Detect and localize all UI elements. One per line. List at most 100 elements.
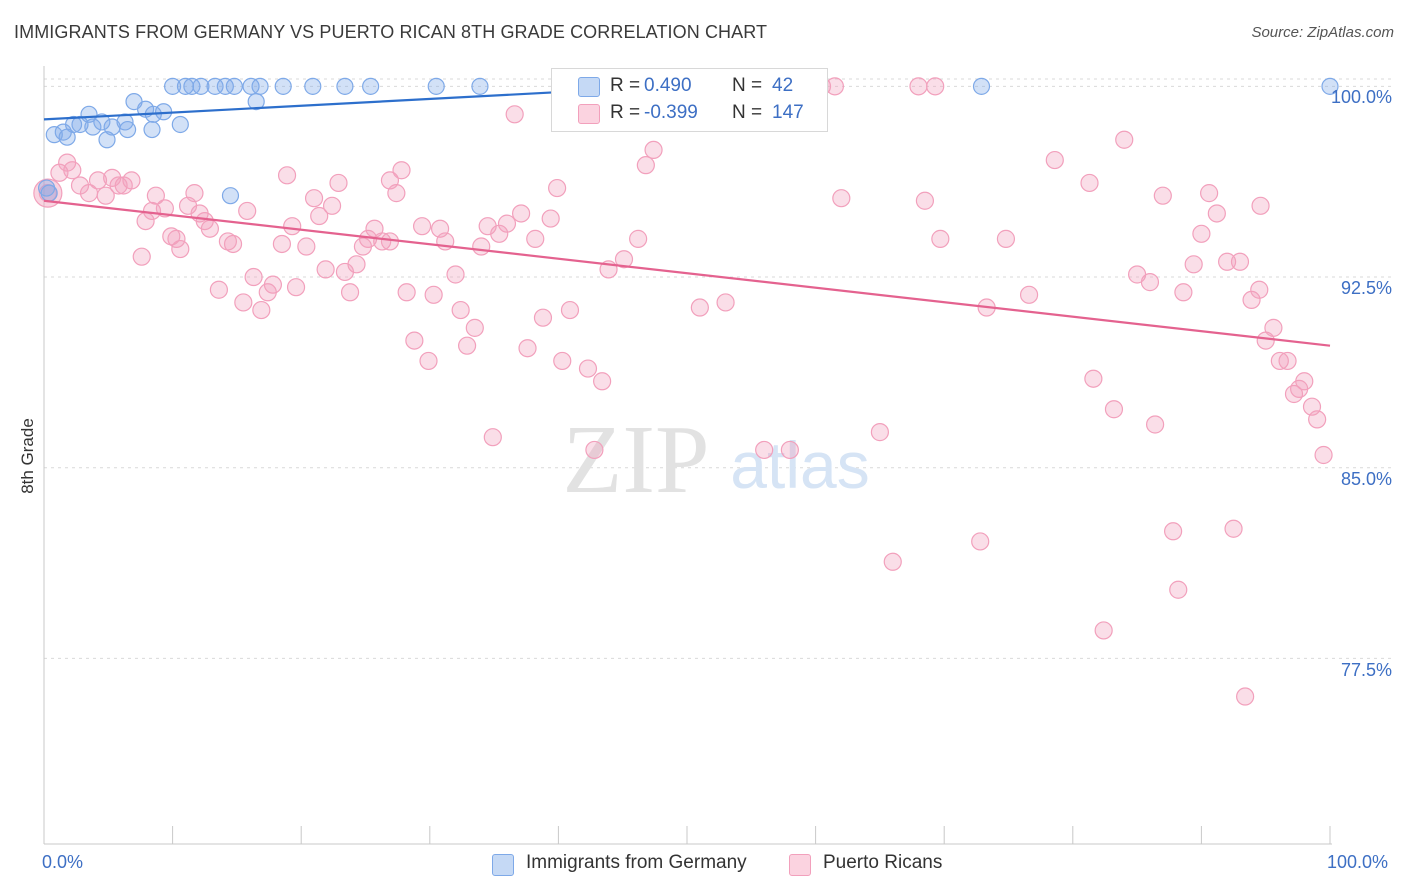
data-point (424, 285, 443, 304)
data-point (1115, 130, 1134, 149)
r-label: R = (610, 102, 641, 123)
data-point (252, 300, 271, 320)
data-point (336, 77, 354, 95)
data-point (1174, 283, 1193, 302)
data-point (644, 140, 663, 160)
data-point (1084, 369, 1103, 388)
data-point (1321, 77, 1339, 95)
data-point (512, 204, 531, 223)
data-point (1278, 351, 1297, 371)
data-point (518, 339, 537, 358)
data-point (541, 209, 560, 228)
data-point (209, 280, 228, 299)
data-point (915, 191, 935, 210)
data-point (167, 229, 186, 248)
legend-swatch-blue (492, 854, 514, 876)
data-point (1045, 150, 1064, 170)
legend-swatch-blue (578, 77, 600, 97)
data-point (548, 178, 567, 198)
data-point (1184, 255, 1203, 274)
data-point (419, 351, 438, 371)
data-point (614, 250, 634, 269)
data-point (263, 275, 283, 294)
data-point (216, 77, 234, 95)
data-point (1140, 273, 1160, 292)
data-point (392, 161, 411, 180)
data-point (162, 227, 181, 246)
data-point (585, 440, 604, 460)
r-value: -0.399 (644, 102, 698, 123)
data-point (971, 532, 990, 551)
y-tick-label: 85.0% (1340, 469, 1392, 489)
data-point (465, 318, 484, 337)
data-point (238, 201, 257, 221)
legend-label: Immigrants from Germany (526, 852, 747, 873)
data-point (497, 214, 517, 233)
data-point (560, 300, 580, 320)
r-label: R = (610, 75, 641, 96)
data-point (274, 77, 292, 95)
data-point (1218, 252, 1237, 271)
data-point (171, 115, 189, 134)
legend-label: Puerto Ricans (823, 852, 943, 873)
data-point (1295, 372, 1314, 391)
data-point (755, 440, 774, 460)
source-label: Source: ZipAtlas.com (1251, 24, 1394, 41)
data-point (310, 206, 329, 226)
data-point (347, 255, 366, 274)
data-point (1169, 580, 1188, 599)
watermark-zip: ZIP (563, 406, 710, 514)
chart-title: IMMIGRANTS FROM GERMANY VS PUERTO RICAN … (14, 22, 768, 42)
n-label: N = (732, 75, 763, 96)
data-point (832, 189, 851, 208)
data-point (122, 171, 141, 190)
data-point (1080, 173, 1099, 193)
data-point (185, 184, 204, 203)
data-point (329, 173, 348, 193)
data-point (1153, 186, 1172, 205)
data-point (304, 77, 322, 95)
x-tick-label: 100.0% (1327, 852, 1389, 872)
data-point (472, 237, 491, 256)
data-point (118, 120, 137, 139)
correlation-legend: R = 0.490 N = 42 R = -0.399 N = 147 (551, 68, 828, 132)
data-point (972, 77, 991, 95)
data-point (362, 77, 380, 95)
data-point (553, 351, 572, 371)
data-point (471, 77, 489, 95)
data-point (690, 298, 709, 317)
y-axis-label: 8th Grade (18, 418, 37, 494)
data-point (200, 219, 219, 238)
data-point (909, 77, 928, 96)
data-point (636, 156, 655, 175)
data-point (526, 229, 545, 248)
data-point (483, 428, 502, 447)
data-point (1224, 519, 1243, 538)
data-point (405, 331, 424, 350)
data-point (132, 247, 151, 266)
data-point (457, 336, 477, 355)
data-point (397, 283, 416, 302)
data-point (1284, 384, 1304, 404)
data-point (1236, 687, 1255, 706)
data-point (593, 372, 612, 391)
data-point (1207, 204, 1226, 223)
data-point (1250, 280, 1269, 299)
data-point (1308, 410, 1327, 429)
grid-lines (44, 78, 1395, 659)
data-point (1251, 196, 1270, 215)
data-point (1264, 318, 1283, 337)
data-point (578, 359, 598, 378)
data-point (171, 239, 190, 259)
data-point (1094, 621, 1113, 640)
data-point (88, 171, 108, 190)
data-point (340, 283, 360, 302)
legend-swatch-pink (578, 104, 600, 124)
data-point (446, 265, 465, 284)
r-value: 0.490 (644, 75, 692, 96)
data-point (286, 278, 306, 297)
data-point (533, 308, 553, 327)
data-point (926, 77, 945, 96)
data-point (225, 77, 243, 95)
data-point (316, 260, 335, 279)
